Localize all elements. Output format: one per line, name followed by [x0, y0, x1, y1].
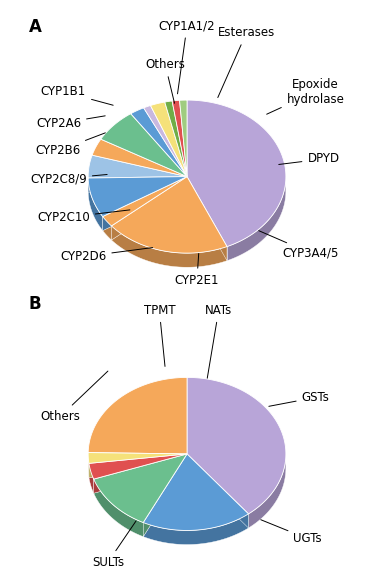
- Polygon shape: [88, 178, 103, 230]
- Polygon shape: [143, 454, 249, 530]
- Polygon shape: [103, 177, 187, 230]
- Polygon shape: [88, 177, 187, 192]
- Polygon shape: [227, 178, 286, 261]
- Polygon shape: [180, 100, 187, 177]
- Polygon shape: [187, 177, 227, 261]
- Polygon shape: [144, 105, 187, 177]
- Polygon shape: [111, 177, 187, 240]
- Text: CYP2B6: CYP2B6: [36, 133, 105, 157]
- Polygon shape: [111, 177, 187, 240]
- Text: NATs: NATs: [205, 304, 232, 378]
- Polygon shape: [187, 454, 249, 528]
- Text: TPMT: TPMT: [144, 304, 175, 366]
- Text: A: A: [29, 18, 42, 36]
- Text: GSTs: GSTs: [269, 391, 329, 406]
- Text: Others: Others: [41, 371, 108, 423]
- Polygon shape: [111, 226, 227, 267]
- Text: CYP2C8/9: CYP2C8/9: [30, 173, 107, 186]
- Text: Esterases: Esterases: [218, 27, 275, 97]
- Polygon shape: [94, 479, 143, 537]
- Polygon shape: [143, 454, 187, 537]
- Polygon shape: [88, 453, 187, 464]
- Polygon shape: [94, 454, 187, 493]
- Polygon shape: [94, 454, 187, 522]
- Text: CYP2E1: CYP2E1: [175, 254, 219, 287]
- Text: CYP2D6: CYP2D6: [60, 247, 153, 263]
- Text: UGTs: UGTs: [261, 520, 322, 545]
- Text: CYP2C10: CYP2C10: [37, 210, 130, 224]
- Text: Epoxide
hydrolase: Epoxide hydrolase: [267, 78, 345, 114]
- Polygon shape: [89, 454, 187, 478]
- Text: SULTs: SULTs: [92, 521, 136, 566]
- Polygon shape: [103, 177, 187, 226]
- Text: CYP3A4/5: CYP3A4/5: [259, 231, 339, 260]
- Polygon shape: [187, 454, 249, 528]
- Text: CYP1B1: CYP1B1: [41, 85, 113, 105]
- Polygon shape: [94, 454, 187, 493]
- Polygon shape: [143, 454, 187, 537]
- Polygon shape: [249, 454, 286, 528]
- Polygon shape: [187, 177, 227, 261]
- Text: Others: Others: [145, 58, 185, 103]
- Polygon shape: [92, 139, 187, 177]
- Polygon shape: [165, 101, 187, 177]
- Polygon shape: [88, 155, 187, 178]
- Text: CYP1A1/2: CYP1A1/2: [159, 19, 215, 94]
- Polygon shape: [172, 100, 187, 177]
- Polygon shape: [111, 177, 227, 253]
- Polygon shape: [88, 177, 187, 192]
- Text: B: B: [29, 295, 41, 313]
- Polygon shape: [143, 514, 249, 544]
- Polygon shape: [88, 378, 187, 454]
- Polygon shape: [150, 102, 187, 177]
- Polygon shape: [88, 454, 89, 478]
- Polygon shape: [103, 217, 111, 240]
- Text: DPYD: DPYD: [279, 152, 340, 165]
- Polygon shape: [187, 100, 286, 247]
- Polygon shape: [89, 464, 94, 493]
- Polygon shape: [103, 177, 187, 230]
- Polygon shape: [187, 378, 286, 514]
- Polygon shape: [89, 454, 187, 478]
- Polygon shape: [89, 454, 187, 479]
- Polygon shape: [88, 177, 187, 217]
- Polygon shape: [131, 108, 187, 177]
- Polygon shape: [101, 114, 187, 177]
- Text: CYP2A6: CYP2A6: [36, 116, 105, 130]
